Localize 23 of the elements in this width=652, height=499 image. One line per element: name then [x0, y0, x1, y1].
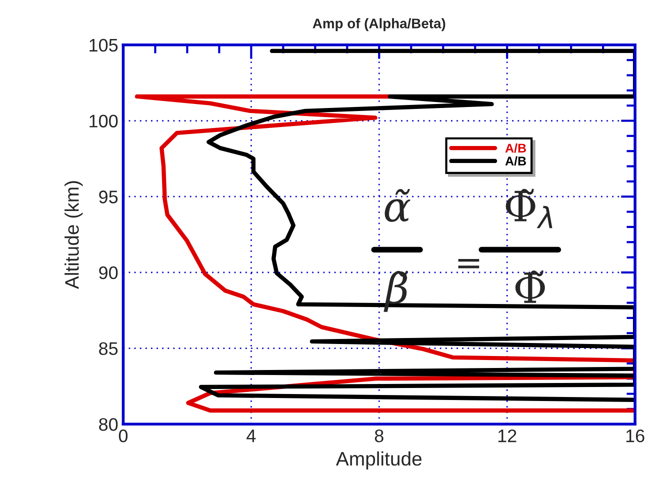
line-series: [198, 48, 636, 402]
y-tick-label: 105: [90, 38, 118, 52]
annotation: =: [458, 258, 480, 268]
annotation: Φ̃$_{λ}$: [506, 188, 552, 228]
x-tick-label: 0: [118, 429, 128, 442]
legend-label: A/B: [505, 156, 526, 166]
y-tick-label: 95: [99, 190, 118, 204]
x-tick-label: 16: [626, 429, 644, 442]
x-tick-label: 8: [374, 429, 384, 442]
y-tick-label: 85: [99, 342, 118, 356]
x-tick-label: 12: [498, 429, 516, 442]
line-series: [134, 94, 636, 413]
annotation: α̃: [384, 189, 410, 222]
annotation: Φ̃: [515, 270, 545, 303]
y-tick-label: 100: [90, 114, 118, 128]
annotation: β̃: [384, 270, 408, 312]
y-tick-label: 80: [99, 418, 118, 431]
y-tick-label: 90: [99, 266, 118, 280]
y-axis-title: Altitude (km): [64, 181, 83, 290]
legend-label: A/B: [505, 143, 526, 153]
x-axis-title: Amplitude: [336, 451, 422, 470]
x-tick-label: 4: [246, 430, 256, 442]
chart-title: Amp of (Alpha/Beta): [312, 18, 446, 32]
